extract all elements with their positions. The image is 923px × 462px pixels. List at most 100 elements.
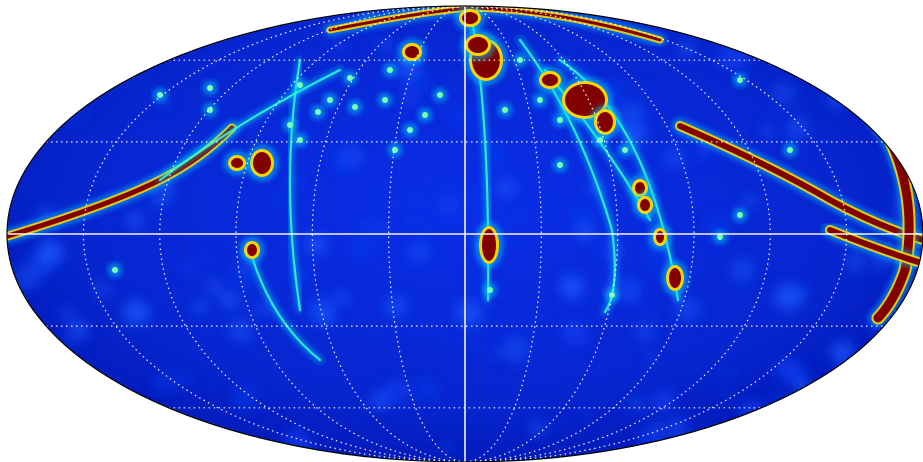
noise-blob — [568, 203, 593, 228]
faint-source — [157, 92, 163, 98]
source-core — [542, 74, 558, 86]
noise-blob — [32, 335, 53, 356]
noise-blob — [436, 192, 460, 217]
faint-source — [422, 112, 428, 118]
source-core — [635, 182, 645, 194]
noise-blob — [228, 317, 254, 344]
graticule — [7, 6, 923, 462]
faint-source — [382, 97, 388, 103]
faint-source — [537, 97, 543, 103]
faint-source — [717, 234, 723, 240]
noise-blob — [784, 361, 797, 374]
source-core — [231, 158, 243, 168]
noise-blob — [739, 399, 766, 426]
noise-blob — [662, 146, 686, 169]
noise-blob — [830, 340, 855, 364]
faint-source — [622, 147, 628, 153]
left-lower-arc — [248, 248, 322, 362]
noise-blob — [635, 322, 656, 343]
noise-blob — [582, 411, 592, 420]
faint-source — [315, 109, 321, 115]
source-core — [482, 229, 496, 261]
noise-blob — [827, 386, 854, 413]
faint-source — [347, 75, 353, 81]
noise-blob — [774, 283, 802, 312]
noise-blob — [93, 281, 110, 298]
noise-blob — [370, 390, 390, 410]
noise-blob — [24, 441, 37, 454]
noise-blob — [834, 6, 845, 16]
faint-source — [437, 92, 443, 98]
noise-blob — [329, 155, 342, 168]
left-upper-arc — [158, 68, 342, 182]
faint-source — [387, 67, 393, 73]
noise-blob — [384, 294, 408, 319]
noise-blob — [274, 443, 283, 453]
noise-blob — [772, 82, 795, 105]
noise-blob — [331, 37, 346, 53]
noise-blob — [443, 442, 453, 453]
noise-blob — [615, 282, 628, 294]
noise-blob — [489, 345, 502, 358]
noise-blob — [571, 338, 580, 347]
noise-blob — [38, 74, 62, 98]
noise-blob — [467, 269, 489, 292]
noise-blob — [132, 53, 149, 70]
noise-blob — [807, 53, 825, 71]
noise-blob — [559, 274, 584, 300]
noise-blob — [760, 123, 775, 138]
noise-blob — [466, 189, 479, 202]
noise-blob — [859, 425, 869, 435]
noise-blob — [221, 291, 239, 309]
noise-blob — [201, 253, 211, 263]
noise-blob — [204, 277, 224, 297]
faint-source — [407, 127, 413, 133]
noise-blob — [408, 242, 430, 264]
faint-source — [287, 122, 293, 128]
source-core — [462, 12, 478, 24]
noise-blob — [62, 99, 87, 124]
noise-blob — [54, 6, 79, 24]
faint-source — [502, 107, 508, 113]
faint-source — [297, 82, 303, 88]
noise-blob — [15, 6, 32, 21]
noise-blob — [180, 262, 194, 276]
noise-blob — [36, 239, 64, 266]
noise-blob — [502, 335, 530, 363]
noise-blob — [154, 371, 176, 393]
source-core — [468, 37, 488, 53]
noise-blob — [619, 101, 645, 128]
noise-blob — [125, 211, 144, 230]
noise-blob — [644, 249, 666, 271]
faint-source — [487, 287, 493, 293]
noise-blob — [645, 353, 655, 362]
noise-blob — [843, 379, 871, 407]
noise-blob — [176, 371, 192, 387]
meridian-line — [388, 6, 466, 462]
faint-source — [352, 104, 358, 110]
noise-blob — [305, 233, 327, 254]
noise-blob — [636, 429, 662, 455]
noise-blob — [650, 390, 672, 413]
noise-blob — [417, 379, 438, 401]
noise-blob — [760, 40, 776, 55]
noise-blob — [237, 270, 257, 290]
noise-blob — [675, 296, 701, 323]
noise-blob — [564, 321, 576, 334]
noise-blob — [810, 417, 828, 435]
faint-source — [392, 147, 398, 153]
source-core — [247, 244, 257, 256]
noise-blob — [671, 415, 685, 429]
meridian-line — [235, 6, 466, 462]
meridian-line — [464, 6, 695, 462]
noise-blob — [61, 334, 77, 350]
noise-blob — [377, 72, 387, 83]
noise-blob — [866, 351, 888, 373]
noise-blob — [399, 87, 420, 108]
faint-source — [112, 267, 118, 273]
noise-blob — [40, 374, 51, 385]
noise-blob — [630, 399, 643, 411]
